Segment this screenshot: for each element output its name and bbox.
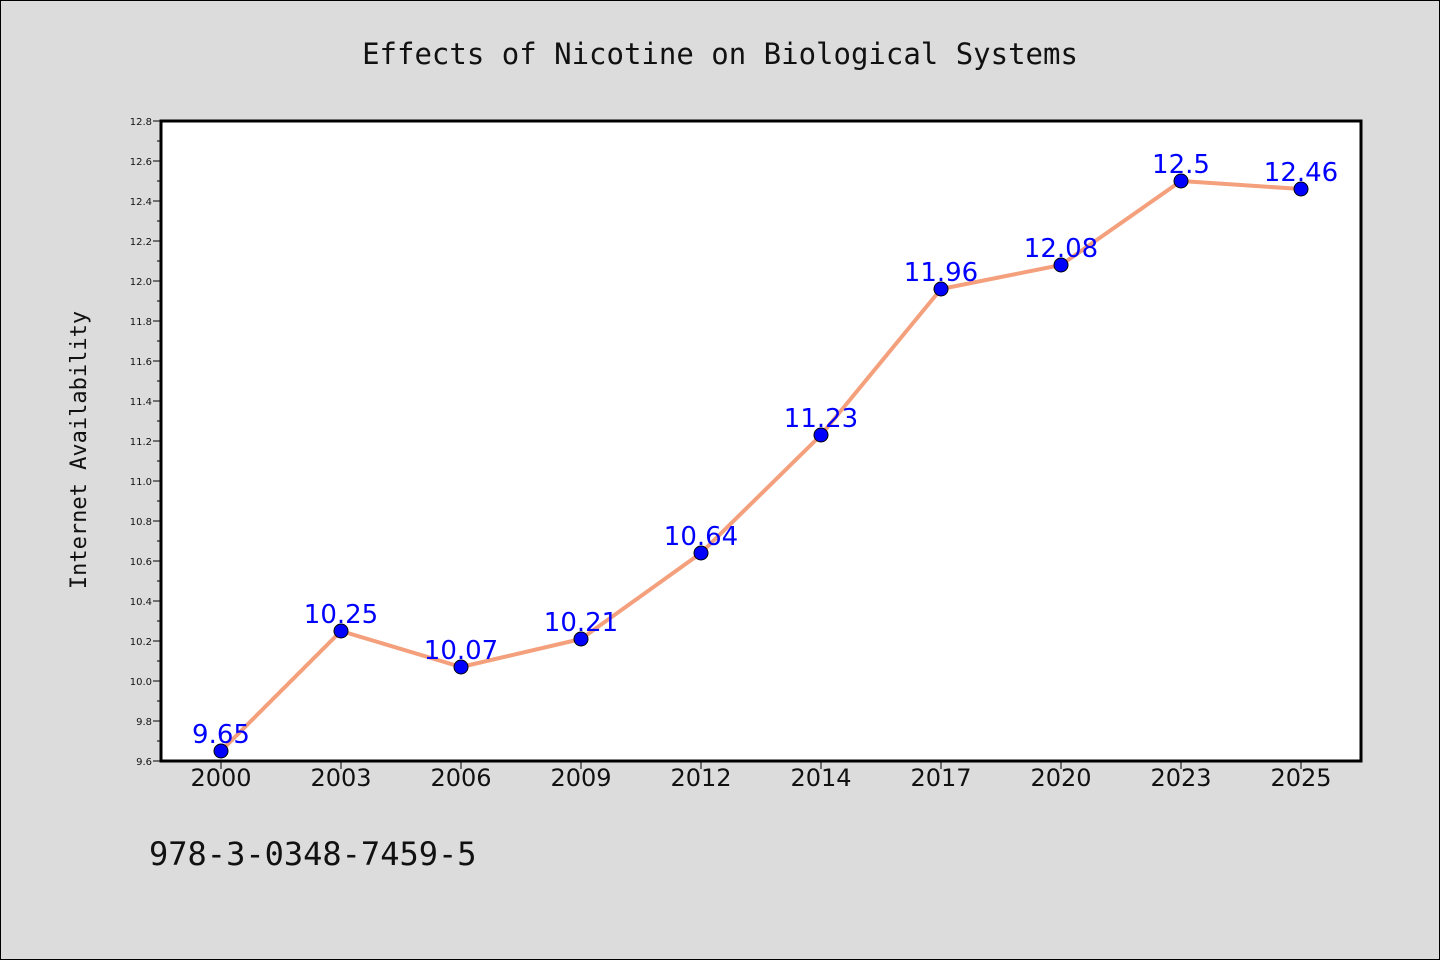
y-tick-label: 12.4 [130, 197, 152, 208]
y-tick-label: 10.6 [130, 557, 152, 568]
chart-title: Effects of Nicotine on Biological System… [362, 37, 1078, 71]
data-point [693, 545, 709, 561]
data-label: 10.25 [304, 600, 378, 630]
y-tick-label: 10.2 [130, 637, 152, 648]
x-tick-label: 2006 [430, 764, 491, 792]
y-tick-label: 12.0 [130, 277, 152, 288]
data-point [1293, 181, 1309, 197]
y-tick-label: 11.2 [130, 437, 152, 448]
data-point [213, 743, 229, 759]
data-point [1053, 257, 1069, 273]
y-tick-label: 9.8 [136, 717, 152, 728]
x-tick-label: 2009 [550, 764, 611, 792]
data-label: 10.21 [544, 608, 618, 638]
y-tick-label: 12.6 [130, 157, 152, 168]
y-tick-label: 12.8 [130, 117, 152, 128]
data-label: 10.07 [424, 636, 498, 666]
y-tick-label: 12.2 [130, 237, 152, 248]
x-tick-label: 2025 [1270, 764, 1331, 792]
y-tick-label: 10.4 [130, 597, 152, 608]
data-label: 11.23 [784, 404, 858, 434]
data-label: 10.64 [664, 522, 738, 552]
chart-marks: 9.6 9.8 10.0 10.2 10.4 10.6 10.8 11.0 11.2 11.4 11… [130, 117, 1338, 792]
y-tick-label: 10.8 [130, 517, 152, 528]
x-tick-label: 2014 [790, 764, 851, 792]
y-tick-label: 11.6 [130, 357, 152, 368]
plot-area [161, 121, 1361, 761]
data-label: 12.46 [1264, 158, 1338, 188]
isbn-text: 978-3-0348-7459-5 [149, 835, 477, 873]
y-tick-label: 10.0 [130, 677, 152, 688]
x-tick-label: 2000 [190, 764, 251, 792]
y-tick-label: 11.0 [130, 477, 152, 488]
data-label: 12.5 [1152, 150, 1210, 180]
data-label: 12.08 [1024, 234, 1098, 264]
y-tick-label: 11.8 [130, 317, 152, 328]
data-point [813, 427, 829, 443]
data-point [1173, 173, 1189, 189]
data-point [573, 631, 589, 647]
y-axis-label: Internet Availability [67, 311, 92, 589]
data-point [333, 623, 349, 639]
y-tick-label: 11.4 [130, 397, 152, 408]
y-tick-label: 9.6 [136, 757, 152, 768]
x-tick-label: 2012 [670, 764, 731, 792]
x-tick-label: 2003 [310, 764, 371, 792]
x-tick-label: 2023 [1150, 764, 1211, 792]
data-label: 11.96 [904, 258, 978, 288]
x-tick-label: 2017 [910, 764, 971, 792]
data-point [453, 659, 469, 675]
plot-frame [159, 119, 1363, 763]
data-point [933, 281, 949, 297]
series-line [219, 179, 1302, 753]
x-tick-label: 2020 [1030, 764, 1091, 792]
data-label: 9.65 [192, 720, 250, 750]
